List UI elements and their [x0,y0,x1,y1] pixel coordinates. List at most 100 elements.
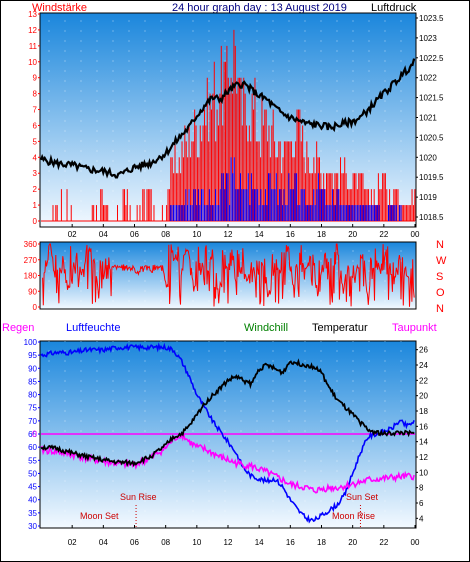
x-axis-tick-label: 08 [161,538,170,547]
temperature-axis-tick-label: 14 [419,438,428,447]
humidity-axis-tick-label: 55 [28,456,37,465]
x-axis-tick-label: 00 [411,538,420,547]
x-axis-tick-label: 14 [255,538,264,547]
direction-axis-tick-label: 180 [24,272,38,281]
dewpoint-legend: Taupunkt [392,322,437,334]
pressure-axis-tick-label: 1018.5 [419,213,444,222]
x-axis-tick-label: 22 [379,538,388,547]
moon-rise-label: Moon Rise [332,511,375,521]
humidity-axis-tick-label: 100 [24,338,38,347]
humidity-axis-tick-label: 35 [28,509,37,518]
x-axis-tick-label: 06 [130,230,139,239]
page-title: 24 hour graph day : 13 August 2019 [172,2,347,14]
temperature-axis-tick-label: 22 [419,376,428,385]
direction-axis-tick-label: 270 [24,256,38,265]
temp-humidity-axes: 3035404550556065707580859095100468101214… [24,338,429,547]
x-axis-tick-label: 20 [348,230,357,239]
x-axis-tick-label: 20 [348,538,357,547]
temperature-axis-tick-label: 26 [419,346,428,355]
pressure-line [39,58,416,179]
x-axis-tick-label: 08 [161,230,170,239]
pressure-axis-tick-label: 1019.5 [419,173,444,182]
wind-axis-tick-label: 12 [28,26,37,35]
compass-letter: N [436,239,444,251]
x-axis-tick-label: 16 [286,230,295,239]
temperature-legend: Temperatur [312,322,368,334]
compass-letter: W [436,255,447,267]
rain-legend: Regen [2,322,34,334]
wind-axis-tick-label: 2 [33,185,38,194]
rain-zero-label: 0 [32,429,37,439]
humidity-axis-tick-label: 95 [28,351,37,360]
humidity-axis-tick-label: 60 [28,443,37,452]
humidity-axis-tick-label: 85 [28,377,37,386]
wind-pressure-axes: 0123456789101112131018.510191019.5102010… [28,10,444,239]
temperature-axis-tick-label: 10 [419,468,428,477]
pressure-label: Luftdruck [371,2,417,14]
pressure-axis-tick-label: 1023 [419,34,437,43]
x-axis-tick-label: 14 [255,230,264,239]
direction-axis-tick-label: 90 [28,287,37,296]
x-axis-tick-label: 02 [68,538,77,547]
wind-pressure-marks [39,29,416,222]
wind-axis-tick-label: 8 [33,90,38,99]
x-axis-tick-label: 10 [192,538,201,547]
humidity-axis-tick-label: 75 [28,404,37,413]
x-axis-tick-label: 06 [130,538,139,547]
humidity-axis-tick-label: 90 [28,364,37,373]
humidity-axis-tick-label: 70 [28,417,37,426]
pressure-axis-tick-label: 1023.5 [419,14,444,23]
direction-axis-tick-label: 0 [33,303,38,312]
wind-direction-line [42,243,415,307]
temperature-axis-tick-label: 8 [419,484,424,493]
wind-axis-tick-label: 13 [28,10,37,19]
temperature-axis-tick-label: 6 [419,499,424,508]
direction-axis-tick-label: 360 [24,240,38,249]
compass-letter: N [436,303,444,315]
compass-letter: S [436,271,443,283]
wind-axis-tick-label: 6 [33,121,38,130]
wind-axis-tick-label: 5 [33,137,38,146]
wind-axis-tick-label: 0 [33,217,38,226]
temperature-axis-tick-label: 4 [419,514,424,523]
dewpoint-line [40,432,415,494]
humidity-legend: Luftfeuchte [66,322,120,334]
x-axis-tick-label: 04 [99,538,108,547]
wind-speed-label: Windstärke [32,2,87,14]
x-axis-tick-label: 10 [192,230,201,239]
x-axis-tick-label: 18 [317,538,326,547]
humidity-axis-tick-label: 50 [28,469,37,478]
pressure-axis-tick-label: 1020.5 [419,133,444,142]
wind-direction-marks [42,243,415,307]
wind-axis-tick-label: 11 [29,42,38,51]
pressure-axis-tick-label: 1022.5 [419,54,444,63]
temperature-axis-tick-label: 12 [419,453,428,462]
wind-axis-tick-label: 4 [33,153,38,162]
temperature-axis-tick-label: 20 [419,392,428,401]
humidity-axis-tick-label: 80 [28,391,37,400]
humidity-axis-tick-label: 30 [28,522,37,531]
sun-set-label: Sun Set [346,492,379,502]
wind-axis-tick-label: 9 [33,74,38,83]
wind-axis-tick-label: 10 [28,58,37,67]
x-axis-tick-label: 12 [224,230,233,239]
pressure-axis-tick-label: 1022 [419,74,437,83]
pressure-axis-tick-label: 1021.5 [419,94,444,103]
humidity-axis-tick-label: 65 [28,430,37,439]
compass-letter: O [436,287,445,299]
windchill-legend: Windchill [244,322,288,334]
x-axis-tick-label: 22 [379,230,388,239]
x-axis-tick-label: 18 [317,230,326,239]
x-axis-tick-label: 02 [68,230,77,239]
humidity-axis-tick-label: 45 [28,483,37,492]
pressure-axis-tick-label: 1021 [419,114,437,123]
temp-humidity-marks [40,342,415,528]
wind-axis-tick-label: 1 [33,201,38,210]
moon-set-label: Moon Set [80,511,119,521]
humidity-axis-tick-label: 40 [28,496,37,505]
wind-axis-tick-label: 3 [33,169,38,178]
temperature-axis-tick-label: 18 [419,407,428,416]
x-axis-tick-label: 00 [411,230,420,239]
